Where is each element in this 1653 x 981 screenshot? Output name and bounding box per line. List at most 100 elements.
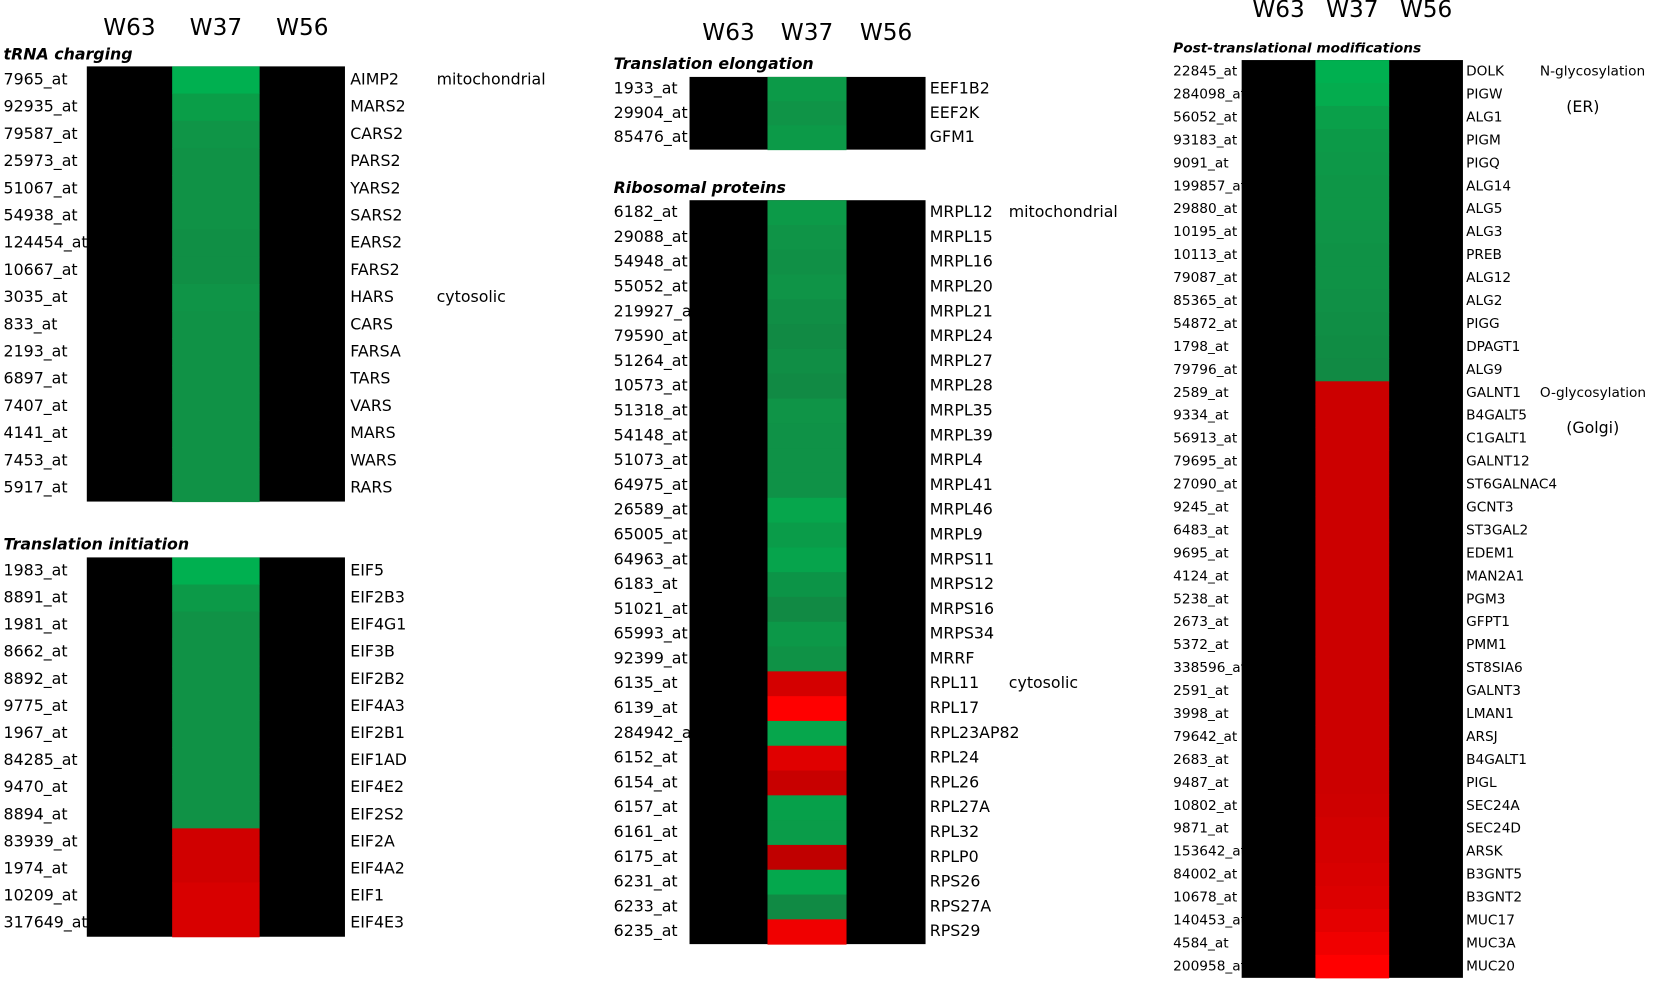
gene-label: ST3GAL2 (1466, 522, 1528, 538)
heat-cell (767, 348, 847, 375)
gene-label: B3GNT2 (1466, 890, 1522, 906)
probe-label: 338596_at (1173, 660, 1246, 676)
heat-cell (172, 365, 260, 394)
panel-title: tRNA charging (4, 44, 133, 63)
heat-cell (172, 611, 260, 640)
heat-cell (767, 125, 847, 151)
annotation: N-glycosylation (1540, 64, 1645, 80)
gene-label: PMM1 (1466, 637, 1507, 653)
heat-cell (1315, 954, 1390, 979)
gene-label: MRPL41 (930, 475, 993, 494)
gene-label: PIGM (1466, 132, 1501, 148)
probe-label: 1981_at (4, 615, 68, 635)
gene-label: EIF2B3 (350, 588, 405, 607)
probe-label: 3035_at (4, 287, 68, 307)
probe-label: 1933_at (614, 79, 678, 99)
probe-label: 51264_at (614, 351, 688, 371)
heat-cell (1315, 83, 1390, 107)
probe-label: 64975_at (614, 475, 688, 495)
heat-cell (172, 447, 260, 475)
gene-label: EIF3B (350, 642, 395, 661)
gene-label: C1GALT1 (1466, 431, 1527, 447)
gene-label: AIMP2 (350, 69, 399, 88)
heat-cell (1315, 886, 1390, 910)
gene-label: PREB (1466, 247, 1502, 263)
heat-cell (172, 311, 260, 339)
probe-label: 5238_at (1173, 591, 1229, 607)
heat-cell (767, 522, 847, 548)
heat-cell (1315, 541, 1390, 566)
heat-cell (172, 584, 260, 613)
heat-cell (1315, 450, 1390, 474)
probe-label: 199857_at (1173, 178, 1246, 194)
heat-cell (767, 423, 847, 449)
gene-label: ARSK (1466, 844, 1504, 860)
gene-label: MRRF (930, 648, 975, 667)
probe-label: 84002_at (1173, 867, 1238, 883)
gene-label: CARS2 (350, 124, 403, 143)
probe-label: 4584_at (1173, 935, 1229, 951)
gene-label: ALG1 (1466, 109, 1502, 125)
heat-cell (1315, 656, 1390, 681)
gene-label: EIF4G1 (350, 615, 406, 634)
probe-label: 284098_at (1173, 86, 1246, 102)
heat-cell (1315, 748, 1390, 772)
gene-label: GFM1 (930, 127, 975, 146)
heat-cell (172, 202, 260, 231)
heat-cell (1315, 840, 1390, 864)
gene-label: LMAN1 (1466, 706, 1514, 722)
probe-label: 51318_at (614, 400, 688, 420)
heat-cell (1315, 771, 1390, 795)
probe-label: 10667_at (4, 260, 78, 280)
gene-label: MARS (350, 423, 395, 442)
heat-cell (1315, 60, 1390, 84)
probe-label: 64963_at (614, 549, 688, 569)
gene-label: MRPL16 (930, 252, 993, 271)
gene-label: MRPL24 (930, 326, 993, 345)
heat-cell (767, 646, 847, 672)
heat-cell (767, 448, 847, 474)
probe-label: 10678_at (1173, 890, 1238, 906)
gene-label: CARS (350, 314, 393, 333)
probe-label: 10209_at (4, 886, 78, 906)
heat-cell (1315, 725, 1390, 749)
heat-cell (767, 398, 847, 424)
heat-cell (1315, 197, 1390, 222)
gene-label: MRPL27 (930, 351, 993, 370)
probe-label: 6182_at (614, 202, 678, 222)
gene-label: GALNT12 (1466, 454, 1530, 470)
probe-label: 29880_at (1173, 201, 1238, 217)
probe-label: 29904_at (614, 103, 688, 123)
heat-cell (172, 801, 260, 829)
gene-label: RPL27A (930, 797, 990, 816)
gene-label: WARS (350, 450, 397, 469)
probe-label: 8662_at (4, 642, 68, 662)
gene-label: EIF5 (350, 560, 384, 579)
probe-label: 9871_at (1173, 821, 1229, 837)
gene-label: MRPS11 (930, 549, 994, 568)
gene-label: MRPS34 (930, 624, 994, 643)
gene-label: MAN2A1 (1466, 568, 1524, 584)
probe-label: 153642_at (1173, 844, 1246, 860)
column-header: W63 (1252, 0, 1304, 23)
gene-label: EIF4E2 (350, 777, 404, 796)
heat-cell (1315, 358, 1390, 382)
gene-label: MRPL46 (930, 500, 993, 519)
heat-cell (172, 392, 260, 421)
heat-cell (767, 547, 847, 573)
probe-label: 7407_at (4, 396, 68, 416)
probe-label: 10195_at (1173, 224, 1238, 240)
probe-label: 1983_at (4, 560, 68, 580)
gene-label: RPL26 (930, 772, 979, 791)
heat-cell (1315, 931, 1390, 956)
column-header: W63 (103, 14, 155, 41)
heat-cell (767, 596, 847, 623)
gene-label: SEC24A (1466, 798, 1520, 814)
gene-label: MRPL20 (930, 276, 993, 295)
gene-label: PGM3 (1466, 591, 1505, 607)
column-header: W56 (860, 19, 912, 46)
heat-cell (1315, 151, 1390, 176)
probe-label: 54872_at (1173, 316, 1238, 332)
probe-label: 56052_at (1173, 109, 1238, 125)
